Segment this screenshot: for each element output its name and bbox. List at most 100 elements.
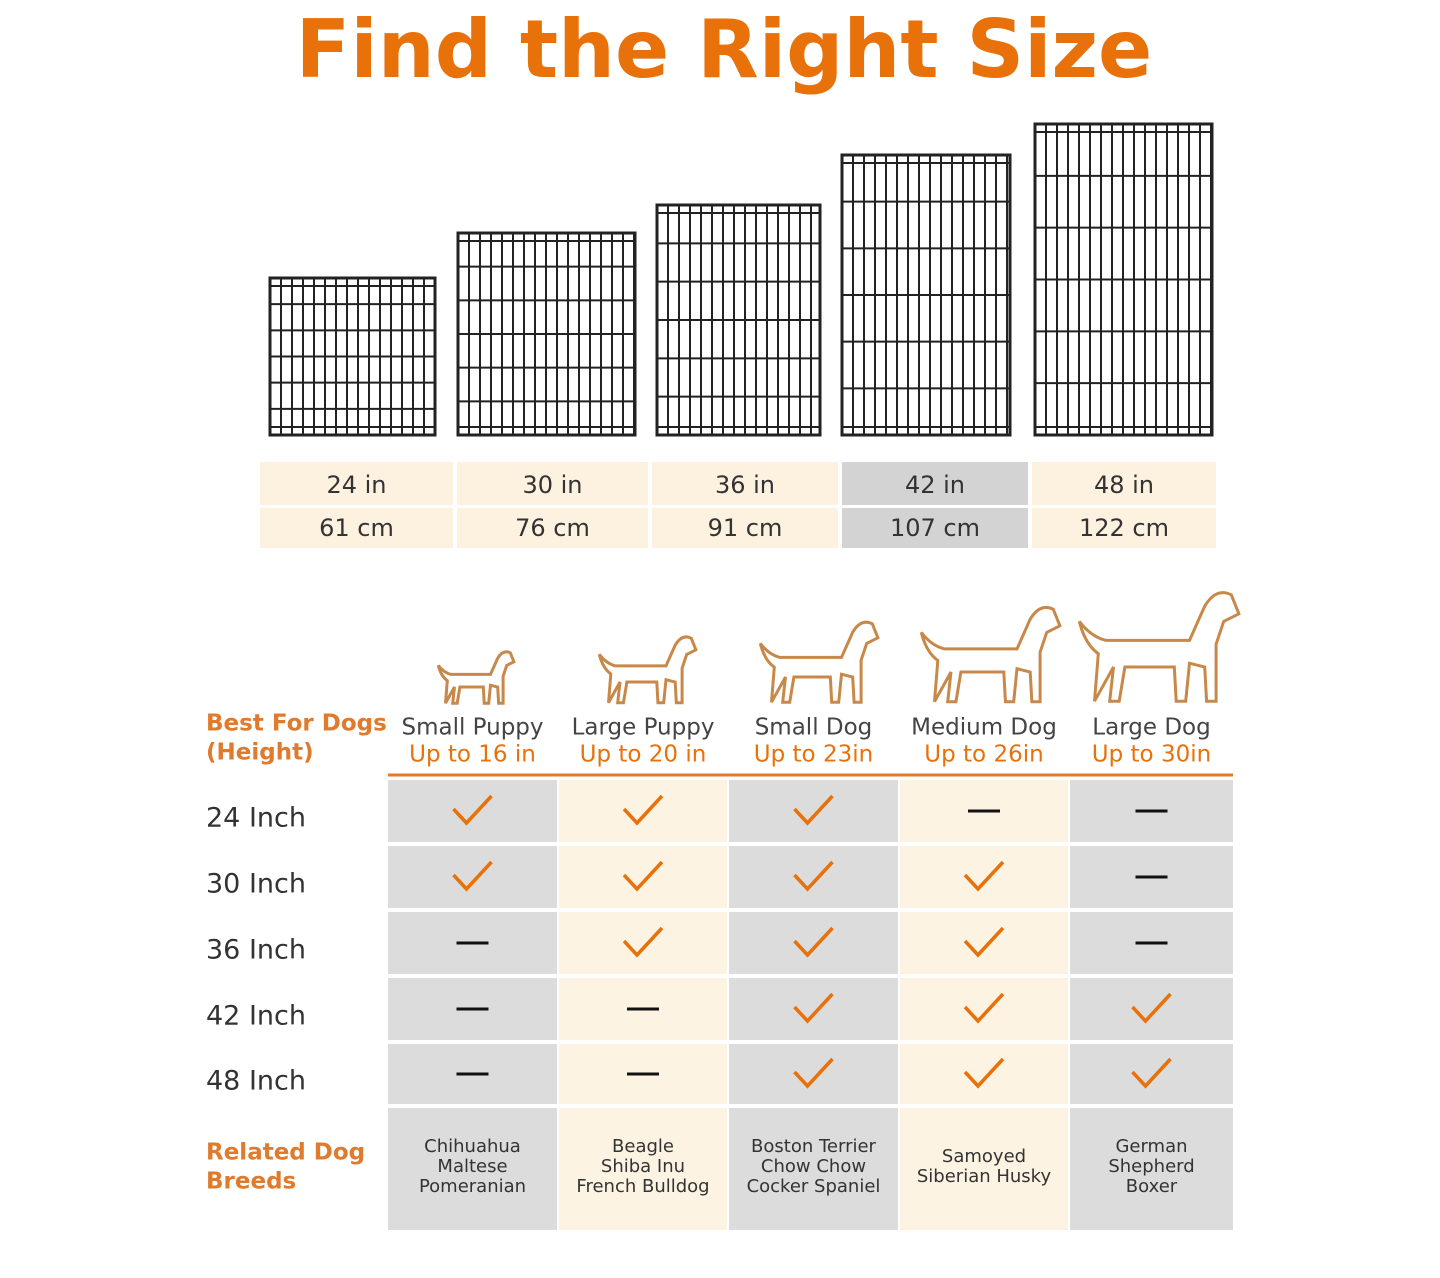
- size-inches: 24 in: [326, 471, 386, 499]
- check-icon: [452, 860, 493, 892]
- check-icon: [963, 992, 1005, 1024]
- dog-icon: [597, 635, 698, 705]
- size-inches: 42 in: [905, 471, 965, 499]
- breed-name: Shiba Inu: [601, 1156, 685, 1177]
- size-cm: 107 cm: [890, 514, 980, 542]
- grid-cell: [388, 780, 557, 842]
- grid-cell: [729, 1108, 898, 1230]
- grid-cell: [1070, 978, 1233, 1040]
- crate-image: [655, 203, 822, 437]
- size-cm: 122 cm: [1079, 514, 1169, 542]
- breed-name: Chow Chow: [761, 1156, 866, 1177]
- breed-name: French Bulldog: [576, 1176, 709, 1197]
- grid-cell: [729, 1044, 898, 1104]
- check-icon: [963, 1057, 1005, 1089]
- dog-height: Up to 26in: [924, 742, 1043, 768]
- crate-image: [1033, 122, 1214, 437]
- grid-cell: [559, 1108, 727, 1230]
- size-inches: 48 in: [1094, 471, 1154, 499]
- grid-cell: [900, 912, 1068, 974]
- grid-cell: [388, 846, 557, 908]
- check-icon: [793, 926, 834, 958]
- dog-height: Up to 20 in: [580, 742, 707, 768]
- breed-name: Boston Terrier: [751, 1136, 877, 1157]
- check-icon: [622, 926, 664, 958]
- breed-name: Pomeranian: [419, 1176, 526, 1197]
- grid-cell: [559, 780, 727, 842]
- size-cm: 76 cm: [515, 514, 590, 542]
- row-label: 30 Inch: [206, 869, 306, 900]
- check-icon: [963, 926, 1005, 958]
- row-label: 42 Inch: [206, 1001, 306, 1032]
- check-icon: [793, 794, 834, 826]
- grid-cell: [729, 912, 898, 974]
- dog-size-name: Small Puppy: [401, 715, 543, 741]
- check-icon: [452, 794, 493, 826]
- grid-cell: [900, 978, 1068, 1040]
- dog-icon: [758, 620, 880, 704]
- grid-cell: [388, 1108, 557, 1230]
- row-label: 36 Inch: [206, 935, 306, 966]
- crate-image: [840, 153, 1012, 437]
- size-cell: [457, 462, 648, 505]
- size-cell: [1032, 508, 1216, 548]
- best-for-label: (Height): [206, 740, 314, 766]
- check-icon: [793, 1057, 834, 1089]
- size-cell: [652, 462, 838, 505]
- grid-cell: [729, 780, 898, 842]
- size-inches: 30 in: [522, 471, 582, 499]
- check-icon: [1131, 992, 1172, 1024]
- dog-size-name: Large Dog: [1092, 715, 1210, 741]
- best-for-label: Best For Dogs: [206, 711, 387, 737]
- dog-height: Up to 23in: [754, 742, 873, 768]
- size-inches: 36 in: [715, 471, 775, 499]
- size-cm: 61 cm: [319, 514, 394, 542]
- breed-name: German: [1115, 1136, 1187, 1157]
- dog-size-name: Medium Dog: [911, 715, 1057, 741]
- dog-icon: [436, 650, 516, 705]
- grid-cell: [729, 978, 898, 1040]
- grid-cell: [559, 846, 727, 908]
- breed-name: Boxer: [1126, 1176, 1178, 1197]
- breed-name: Chihuahua: [424, 1136, 521, 1157]
- grid-cell: [900, 1108, 1068, 1230]
- row-label: 48 Inch: [206, 1066, 306, 1097]
- size-cell: [842, 508, 1028, 548]
- grid-cell: [900, 846, 1068, 908]
- breed-name: Siberian Husky: [917, 1166, 1052, 1187]
- dog-height: Up to 16 in: [409, 742, 536, 768]
- dog-height: Up to 30in: [1092, 742, 1211, 768]
- grid-cell: [559, 912, 727, 974]
- breeds-label: Related Dog: [206, 1140, 365, 1166]
- crate-image: [268, 276, 437, 437]
- dog-icon: [919, 605, 1062, 704]
- check-icon: [622, 794, 664, 826]
- breed-name: Cocker Spaniel: [747, 1176, 881, 1197]
- title: Find the Right Size: [296, 3, 1153, 96]
- size-cell: [260, 462, 453, 505]
- dog-size-name: Small Dog: [755, 715, 873, 741]
- dog-icon: [1077, 591, 1241, 703]
- breed-name: Shepherd: [1108, 1156, 1194, 1177]
- check-icon: [963, 860, 1005, 892]
- size-cell: [842, 462, 1028, 505]
- row-label: 24 Inch: [206, 803, 306, 834]
- grid-cell: [729, 846, 898, 908]
- check-icon: [793, 992, 834, 1024]
- crate-image: [456, 231, 637, 437]
- dog-size-name: Large Puppy: [572, 715, 715, 741]
- check-icon: [1131, 1057, 1172, 1089]
- breed-name: Beagle: [612, 1136, 674, 1157]
- grid-cell: [900, 1044, 1068, 1104]
- breed-name: Samoyed: [942, 1146, 1026, 1167]
- size-cell: [260, 508, 453, 548]
- check-icon: [622, 860, 664, 892]
- breeds-label: Breeds: [206, 1169, 296, 1195]
- grid-cell: [1070, 1108, 1233, 1230]
- size-cell: [652, 508, 838, 548]
- breed-name: Maltese: [437, 1156, 507, 1177]
- grid-cell: [1070, 1044, 1233, 1104]
- check-icon: [793, 860, 834, 892]
